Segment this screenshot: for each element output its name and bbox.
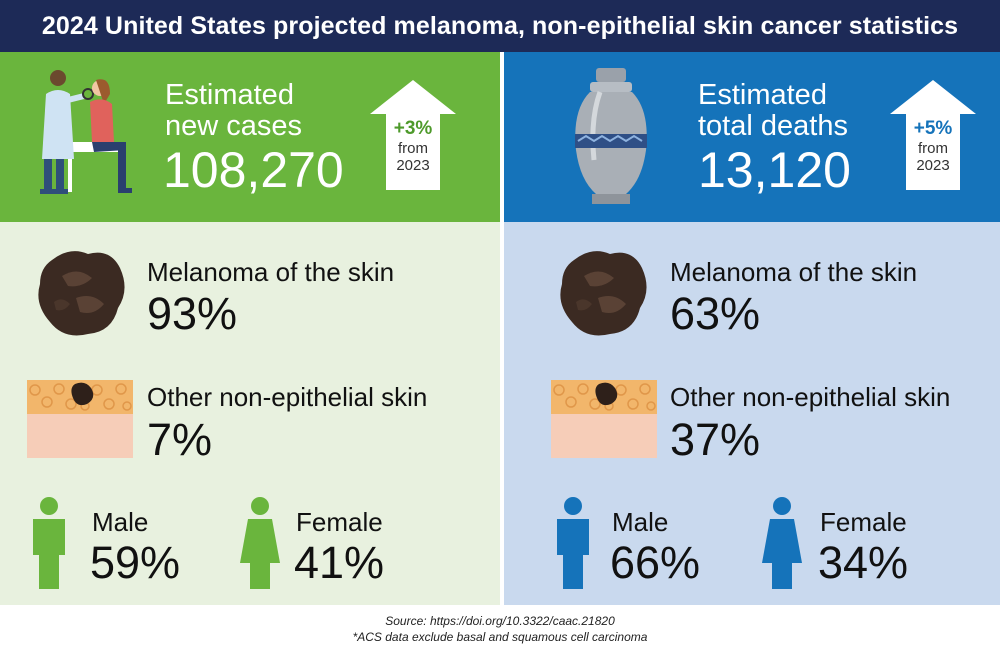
deaths-change-value: +5% bbox=[913, 118, 953, 139]
new-cases-change-badge: +3% from 2023 bbox=[370, 80, 456, 190]
deaths-change-baseline: from 2023 bbox=[916, 140, 950, 174]
deaths-other-value: 37% bbox=[670, 414, 761, 465]
new-cases-change-value: +3% bbox=[393, 118, 433, 139]
new-cases-female-value: 41% bbox=[294, 537, 385, 588]
melanoma-lesion-icon bbox=[32, 242, 132, 347]
footer: Source: https://doi.org/10.3322/caac.218… bbox=[0, 606, 1000, 667]
urn-icon bbox=[566, 60, 656, 215]
new-cases-value: 108,270 bbox=[163, 142, 344, 198]
female-figure-icon bbox=[238, 497, 282, 594]
male-figure-icon bbox=[30, 497, 68, 594]
deaths-change-badge: +5% from 2023 bbox=[890, 80, 976, 190]
new-cases-label: Estimated new cases bbox=[165, 79, 303, 142]
new-cases-melanoma-label: Melanoma of the skin bbox=[147, 257, 395, 287]
deaths-male-value: 66% bbox=[610, 537, 701, 588]
new-cases-male-label: Male bbox=[92, 507, 149, 537]
female-figure-icon bbox=[760, 497, 804, 594]
deaths-label: Estimated total deaths bbox=[698, 79, 848, 142]
deaths-other-label: Other non-epithelial skin bbox=[670, 382, 951, 412]
new-cases-change-baseline: from 2023 bbox=[396, 140, 430, 174]
male-figure-icon bbox=[554, 497, 592, 594]
deaths-female-label: Female bbox=[820, 507, 907, 537]
new-cases-male-value: 59% bbox=[90, 537, 181, 588]
deaths-value: 13,120 bbox=[698, 142, 851, 198]
new-cases-melanoma-value: 93% bbox=[147, 288, 238, 339]
deaths-male-label: Male bbox=[612, 507, 669, 537]
up-arrow-icon bbox=[370, 80, 456, 190]
melanoma-lesion-icon bbox=[554, 242, 654, 347]
new-cases-other-value: 7% bbox=[147, 414, 213, 465]
skin-layer-icon bbox=[551, 380, 657, 463]
deaths-melanoma-label: Melanoma of the skin bbox=[670, 257, 918, 287]
deaths-female-value: 34% bbox=[818, 537, 909, 588]
deaths-header-band: Estimated total deaths 13,120 +5% from 2… bbox=[504, 52, 1000, 222]
source-citation: Source: https://doi.org/10.3322/caac.218… bbox=[385, 614, 615, 628]
deaths-melanoma-value: 63% bbox=[670, 288, 761, 339]
new-cases-other-label: Other non-epithelial skin bbox=[147, 382, 428, 412]
page-title: 2024 United States projected melanoma, n… bbox=[0, 0, 1000, 52]
doctor-examining-patient-icon bbox=[18, 64, 148, 214]
skin-layer-icon bbox=[27, 380, 133, 463]
up-arrow-icon bbox=[890, 80, 976, 190]
footnote: *ACS data exclude basal and squamous cel… bbox=[352, 630, 648, 644]
new-cases-female-label: Female bbox=[296, 507, 383, 537]
new-cases-header-band: Estimated new cases 108,270 +3% from 202… bbox=[0, 52, 500, 222]
